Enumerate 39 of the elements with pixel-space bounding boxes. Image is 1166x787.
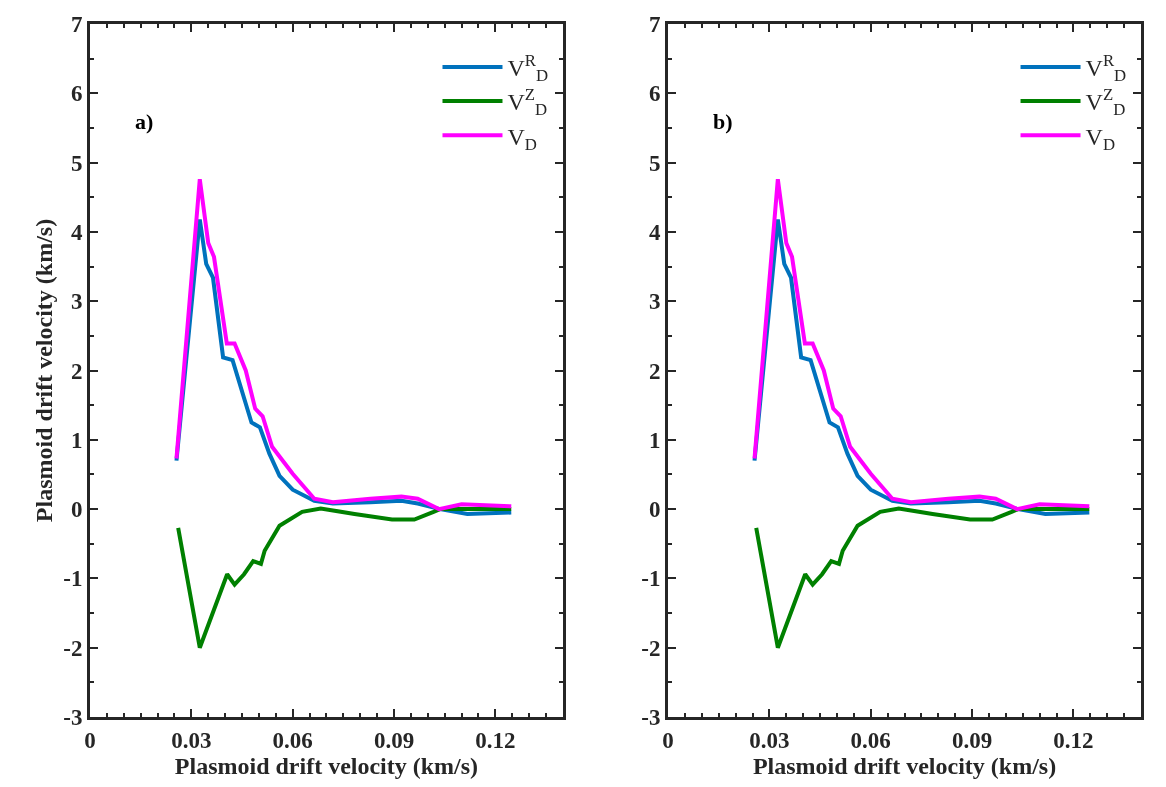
y-tick-label: -3 <box>63 705 83 731</box>
y-tick-label: -3 <box>641 705 661 731</box>
y-tick-label: 6 <box>70 81 83 107</box>
y-tick-label: -1 <box>63 566 83 592</box>
line-series <box>754 506 1092 650</box>
y-tick-label: 2 <box>70 358 83 384</box>
y-tick-label: 7 <box>70 12 83 38</box>
legend-label: V$_{D}$ <box>507 123 537 154</box>
x-tick-label: 0.06 <box>272 727 313 753</box>
y-tick-label: 6 <box>648 81 661 107</box>
x-tick-label: 0.03 <box>749 727 790 753</box>
y-tick-label: 3 <box>648 289 661 315</box>
annotation: a) <box>135 109 154 134</box>
x-axis-title: Plasmoid drift velocity (km/s) <box>174 752 479 779</box>
y-axis-title: Plasmoid drift velocity (km/s) <box>31 218 58 523</box>
y-tick-label: 5 <box>70 150 83 176</box>
y-tick-label: -1 <box>641 566 661 592</box>
y-tick-label: 2 <box>648 358 661 384</box>
y-tick-label: 7 <box>648 12 661 38</box>
x-tick-label: 0.06 <box>850 727 891 753</box>
y-tick-label: 4 <box>70 219 83 245</box>
x-tick-label: 0.03 <box>171 727 212 753</box>
y-tick-label: 1 <box>70 427 83 453</box>
y-tick-label: 0 <box>70 497 83 523</box>
annotation: b) <box>713 109 733 134</box>
y-tick-label: -2 <box>641 635 661 661</box>
y-tick-label: -2 <box>63 635 83 661</box>
line-series <box>176 506 514 650</box>
y-tick-label: 4 <box>648 219 661 245</box>
x-axis-title: Plasmoid drift velocity (km/s) <box>752 752 1057 779</box>
x-tick-label: 0.12 <box>1053 727 1094 753</box>
x-tick-label: 0.09 <box>951 727 993 753</box>
legend-label: V$_{D}$ <box>1085 123 1116 154</box>
y-tick-label: 3 <box>70 289 83 315</box>
y-tick-label: 0 <box>648 497 661 523</box>
x-tick-label: 0.12 <box>475 727 516 753</box>
y-tick-label: 1 <box>648 427 661 453</box>
x-tick-label: 0.09 <box>373 727 415 753</box>
y-tick-label: 5 <box>648 150 661 176</box>
